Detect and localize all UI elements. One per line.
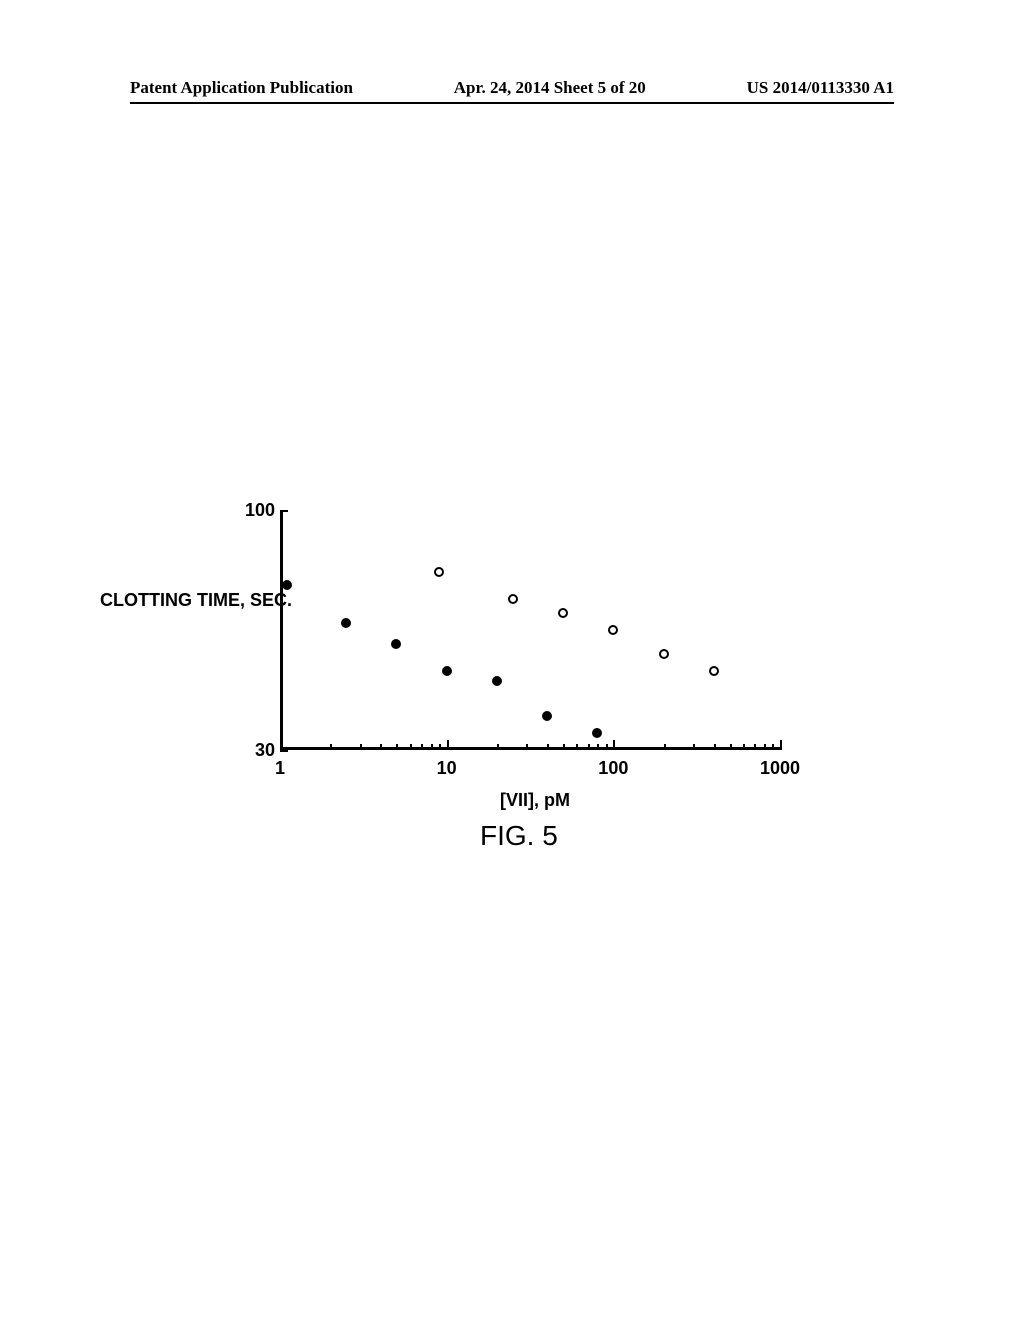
x-tick-label: 1000	[760, 758, 800, 779]
x-minor-tick	[606, 744, 608, 750]
x-major-tick	[780, 740, 782, 750]
x-tick-label: 10	[437, 758, 457, 779]
x-minor-tick	[497, 744, 499, 750]
chart-axes	[280, 510, 780, 750]
x-minor-tick	[764, 744, 766, 750]
y-tick	[280, 510, 288, 512]
x-minor-tick	[597, 744, 599, 750]
x-minor-tick	[693, 744, 695, 750]
header-right: US 2014/0113330 A1	[747, 78, 894, 98]
x-major-tick	[447, 740, 449, 750]
data-point	[508, 594, 518, 604]
x-minor-tick	[576, 744, 578, 750]
x-tick-label: 1	[275, 758, 285, 779]
x-minor-tick	[421, 744, 423, 750]
y-tick	[280, 750, 288, 752]
x-minor-tick	[772, 744, 774, 750]
x-minor-tick	[330, 744, 332, 750]
page-header: Patent Application Publication Apr. 24, …	[0, 78, 1024, 98]
x-minor-tick	[563, 744, 565, 750]
figure-caption: FIG. 5	[480, 820, 558, 852]
x-minor-tick	[439, 744, 441, 750]
x-minor-tick	[410, 744, 412, 750]
x-minor-tick	[547, 744, 549, 750]
x-minor-tick	[754, 744, 756, 750]
y-tick-label: 100	[235, 500, 275, 521]
x-major-tick	[280, 740, 282, 750]
x-minor-tick	[431, 744, 433, 750]
data-point	[442, 666, 452, 676]
x-minor-tick	[588, 744, 590, 750]
data-point	[542, 711, 552, 721]
data-point	[608, 625, 618, 635]
x-tick-label: 100	[598, 758, 628, 779]
y-tick-label: 30	[235, 740, 275, 761]
header-divider	[130, 102, 894, 104]
data-point	[592, 728, 602, 738]
data-point	[282, 580, 292, 590]
header-left: Patent Application Publication	[130, 78, 353, 98]
x-minor-tick	[730, 744, 732, 750]
x-minor-tick	[526, 744, 528, 750]
data-point	[558, 608, 568, 618]
x-minor-tick	[380, 744, 382, 750]
x-minor-tick	[714, 744, 716, 750]
header-center: Apr. 24, 2014 Sheet 5 of 20	[454, 78, 646, 98]
chart-y-axis-label: CLOTTING TIME, SEC.	[100, 590, 292, 611]
data-point	[341, 618, 351, 628]
chart-x-axis-label: [VII], pM	[500, 790, 570, 811]
x-minor-tick	[664, 744, 666, 750]
data-point	[709, 666, 719, 676]
x-major-tick	[613, 740, 615, 750]
x-minor-tick	[360, 744, 362, 750]
data-point	[391, 639, 401, 649]
x-minor-tick	[396, 744, 398, 750]
x-minor-tick	[743, 744, 745, 750]
data-point	[492, 676, 502, 686]
data-point	[434, 567, 444, 577]
chart-plot-area: 1101001000	[280, 510, 780, 750]
data-point	[659, 649, 669, 659]
